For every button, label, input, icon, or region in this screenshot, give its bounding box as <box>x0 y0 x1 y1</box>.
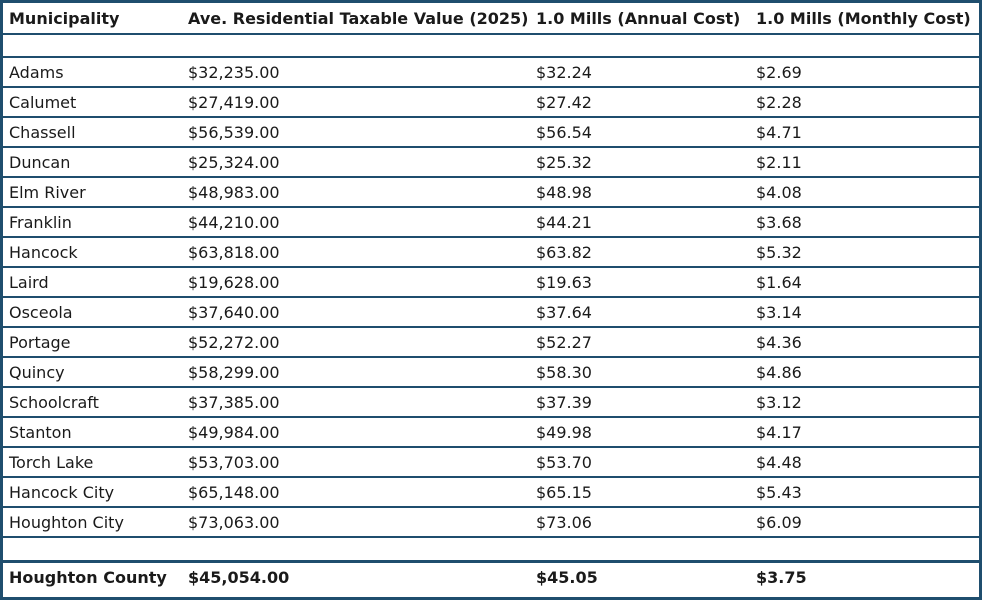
cell-annual-cost: $44.21 <box>536 212 592 232</box>
cell-municipality: Houghton City <box>9 512 124 532</box>
cell-annual-cost: $25.32 <box>536 152 592 172</box>
table-row: Quincy $58,299.00 $58.30 $4.86 <box>3 357 979 387</box>
cell-municipality: Chassell <box>9 122 76 142</box>
table-row: Stanton $49,984.00 $49.98 $4.17 <box>3 417 979 447</box>
total-taxable-value: $45,054.00 <box>188 567 290 587</box>
table-row: Houghton City $73,063.00 $73.06 $6.09 <box>3 507 979 537</box>
cell-monthly-cost: $5.43 <box>756 482 802 502</box>
spacer-row <box>3 537 979 562</box>
header-annual-cost: 1.0 Mills (Annual Cost) <box>530 3 750 35</box>
table-row: Laird $19,628.00 $19.63 $1.64 <box>3 267 979 297</box>
cell-annual-cost: $49.98 <box>536 422 592 442</box>
cell-monthly-cost: $4.48 <box>756 452 802 472</box>
cell-taxable-value: $37,385.00 <box>188 392 280 412</box>
cell-taxable-value: $48,983.00 <box>188 182 280 202</box>
cell-taxable-value: $63,818.00 <box>188 242 280 262</box>
cell-taxable-value: $19,628.00 <box>188 272 280 292</box>
cell-monthly-cost: $4.36 <box>756 332 802 352</box>
header-monthly-cost: 1.0 Mills (Monthly Cost) <box>750 3 979 35</box>
cell-monthly-cost: $2.11 <box>756 152 802 172</box>
total-row: Houghton County $45,054.00 $45.05 $3.75 <box>3 561 979 592</box>
cell-municipality: Duncan <box>9 152 71 172</box>
cell-municipality: Hancock <box>9 242 78 262</box>
cell-taxable-value: $49,984.00 <box>188 422 280 442</box>
table-row: Duncan $25,324.00 $25.32 $2.11 <box>3 147 979 177</box>
cell-monthly-cost: $3.68 <box>756 212 802 232</box>
cell-annual-cost: $32.24 <box>536 62 592 82</box>
table-row: Adams $32,235.00 $32.24 $2.69 <box>3 57 979 87</box>
cell-municipality: Quincy <box>9 362 65 382</box>
cell-municipality: Laird <box>9 272 49 292</box>
cell-annual-cost: $27.42 <box>536 92 592 112</box>
cell-annual-cost: $65.15 <box>536 482 592 502</box>
cell-municipality: Hancock City <box>9 482 115 502</box>
cell-monthly-cost: $3.12 <box>756 392 802 412</box>
cell-municipality: Calumet <box>9 92 77 112</box>
total-monthly-cost: $3.75 <box>756 567 807 587</box>
cell-monthly-cost: $2.69 <box>756 62 802 82</box>
cell-annual-cost: $53.70 <box>536 452 592 472</box>
table-row: Portage $52,272.00 $52.27 $4.36 <box>3 327 979 357</box>
cell-taxable-value: $32,235.00 <box>188 62 280 82</box>
cell-monthly-cost: $6.09 <box>756 512 802 532</box>
millage-cost-table: Municipality Ave. Residential Taxable Va… <box>3 3 979 591</box>
cell-taxable-value: $56,539.00 <box>188 122 280 142</box>
cell-annual-cost: $73.06 <box>536 512 592 532</box>
cell-taxable-value: $37,640.00 <box>188 302 280 322</box>
cell-annual-cost: $56.54 <box>536 122 592 142</box>
cell-municipality: Torch Lake <box>9 452 94 472</box>
cell-municipality: Portage <box>9 332 71 352</box>
cell-municipality: Elm River <box>9 182 86 202</box>
table-row: Schoolcraft $37,385.00 $37.39 $3.12 <box>3 387 979 417</box>
table-row: Elm River $48,983.00 $48.98 $4.08 <box>3 177 979 207</box>
table-row: Calumet $27,419.00 $27.42 $2.28 <box>3 87 979 117</box>
cell-annual-cost: $48.98 <box>536 182 592 202</box>
cell-annual-cost: $37.64 <box>536 302 592 322</box>
cell-taxable-value: $73,063.00 <box>188 512 280 532</box>
spacer-row <box>3 34 979 57</box>
cell-taxable-value: $53,703.00 <box>188 452 280 472</box>
cell-municipality: Franklin <box>9 212 72 232</box>
cell-taxable-value: $25,324.00 <box>188 152 280 172</box>
cell-monthly-cost: $5.32 <box>756 242 802 262</box>
cell-municipality: Stanton <box>9 422 72 442</box>
cell-taxable-value: $52,272.00 <box>188 332 280 352</box>
table-row: Chassell $56,539.00 $56.54 $4.71 <box>3 117 979 147</box>
cell-monthly-cost: $4.71 <box>756 122 802 142</box>
cell-taxable-value: $58,299.00 <box>188 362 280 382</box>
cell-monthly-cost: $3.14 <box>756 302 802 322</box>
table-header-row: Municipality Ave. Residential Taxable Va… <box>3 3 979 35</box>
cell-municipality: Osceola <box>9 302 73 322</box>
table-row: Hancock City $65,148.00 $65.15 $5.43 <box>3 477 979 507</box>
cell-monthly-cost: $2.28 <box>756 92 802 112</box>
cell-taxable-value: $44,210.00 <box>188 212 280 232</box>
cell-monthly-cost: $4.17 <box>756 422 802 442</box>
header-taxable-value: Ave. Residential Taxable Value (2025) <box>182 3 530 35</box>
total-municipality: Houghton County <box>9 567 167 587</box>
table-row: Osceola $37,640.00 $37.64 $3.14 <box>3 297 979 327</box>
cell-monthly-cost: $4.08 <box>756 182 802 202</box>
cell-annual-cost: $63.82 <box>536 242 592 262</box>
total-annual-cost: $45.05 <box>536 567 598 587</box>
cell-monthly-cost: $4.86 <box>756 362 802 382</box>
cell-annual-cost: $19.63 <box>536 272 592 292</box>
table-row: Hancock $63,818.00 $63.82 $5.32 <box>3 237 979 267</box>
cell-annual-cost: $37.39 <box>536 392 592 412</box>
table-row: Franklin $44,210.00 $44.21 $3.68 <box>3 207 979 237</box>
table-body: Adams $32,235.00 $32.24 $2.69 Calumet $27,419… <box>3 34 979 591</box>
cell-annual-cost: $58.30 <box>536 362 592 382</box>
cell-municipality: Schoolcraft <box>9 392 99 412</box>
cell-taxable-value: $65,148.00 <box>188 482 280 502</box>
cell-taxable-value: $27,419.00 <box>188 92 280 112</box>
cell-monthly-cost: $1.64 <box>756 272 802 292</box>
cell-annual-cost: $52.27 <box>536 332 592 352</box>
table-row: Torch Lake $53,703.00 $53.70 $4.48 <box>3 447 979 477</box>
header-municipality: Municipality <box>3 3 182 35</box>
cell-municipality: Adams <box>9 62 64 82</box>
